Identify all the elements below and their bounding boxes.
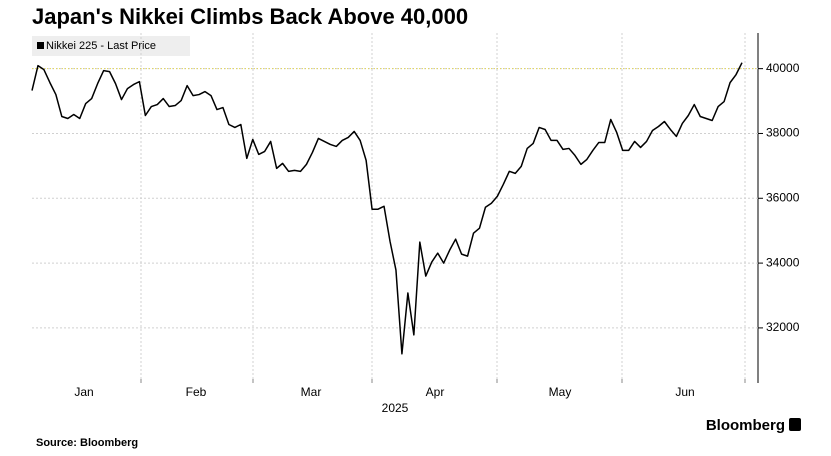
x-tick-label: Apr xyxy=(426,385,445,399)
y-tick-label: 34000 xyxy=(766,255,800,269)
x-axis-year: 2025 xyxy=(382,401,409,415)
x-tick-label: May xyxy=(549,385,572,399)
series-line xyxy=(31,62,743,355)
x-tick-label: Jan xyxy=(74,385,93,399)
legend-swatch xyxy=(37,42,44,49)
x-tick-label: Feb xyxy=(186,385,207,399)
brand: Bloomberg xyxy=(706,417,785,434)
y-tick-label: 38000 xyxy=(766,126,800,140)
chart-title: Japan's Nikkei Climbs Back Above 40,000 xyxy=(32,4,468,29)
source: Source: Bloomberg xyxy=(36,437,138,449)
y-tick-label: 40000 xyxy=(766,61,800,75)
y-tick-label: 36000 xyxy=(766,190,800,204)
y-tick-label: 32000 xyxy=(766,320,800,334)
legend-label: Nikkei 225 - Last Price xyxy=(46,40,156,52)
legend-box xyxy=(32,36,190,56)
x-tick-label: Mar xyxy=(301,385,322,399)
x-tick-label: Jun xyxy=(675,385,694,399)
brand-icon xyxy=(789,418,801,431)
